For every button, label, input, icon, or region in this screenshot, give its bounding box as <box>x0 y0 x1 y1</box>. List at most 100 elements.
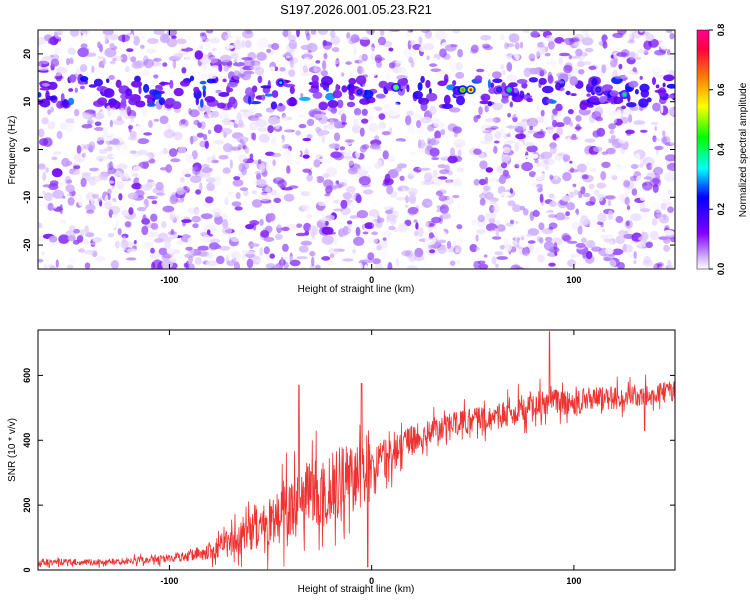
heatmap-cell <box>150 222 159 230</box>
heatmap-cell <box>340 113 347 124</box>
heatmap-cell <box>158 86 163 91</box>
heatmap-cell <box>253 238 261 244</box>
heatmap-cell <box>536 104 541 111</box>
heatmap-cell <box>38 163 46 170</box>
heatmap-cell <box>635 175 648 183</box>
heatmap-cell <box>484 132 493 143</box>
heatmap-cell <box>67 146 74 150</box>
heatmap-cell <box>102 126 109 136</box>
heatmap-cell <box>206 105 211 115</box>
snr-series-line <box>38 331 675 570</box>
heatmap-cell <box>38 55 42 59</box>
heatmap-cell <box>197 245 210 251</box>
heatmap-cell <box>122 141 128 151</box>
heatmap-cell <box>377 250 385 255</box>
heatmap-cell <box>548 40 555 50</box>
heatmap-cell <box>584 47 594 53</box>
heatmap-cell <box>569 191 574 198</box>
heatmap-cell <box>602 47 611 52</box>
heatmap-cell <box>537 205 549 213</box>
heatmap-cell <box>81 124 93 129</box>
heatmap-cell <box>409 41 415 46</box>
heatmap-cell <box>303 51 313 60</box>
heatmap-cell <box>164 111 173 116</box>
heatmap-cell <box>249 153 254 160</box>
heatmap-cell <box>309 250 316 257</box>
heatmap-cell <box>317 67 322 76</box>
heatmap-cell <box>398 263 408 267</box>
heatmap-cell <box>519 41 524 49</box>
heatmap-cell <box>100 172 109 181</box>
heatmap-cell <box>142 107 148 118</box>
heatmap-cell <box>325 88 329 92</box>
heatmap-cell <box>323 50 328 57</box>
heatmap-cell <box>122 236 127 244</box>
heatmap-cell <box>239 138 244 144</box>
heatmap-cell <box>195 189 202 195</box>
heatmap-cell <box>53 151 62 155</box>
heatmap-cell <box>187 207 198 214</box>
heatmap-cell <box>595 258 606 262</box>
heatmap-cell <box>56 30 68 34</box>
heatmap-cell <box>320 217 325 222</box>
heatmap-cell <box>544 165 550 171</box>
heatmap-cell <box>42 184 52 188</box>
heatmap-cell <box>342 258 354 262</box>
heatmap-cell <box>528 171 537 178</box>
heatmap-cell <box>619 232 624 243</box>
heatmap-cell <box>664 154 675 162</box>
heatmap-cell <box>560 41 566 46</box>
heatmap-cell <box>251 85 258 93</box>
heatmap-cell <box>638 98 649 108</box>
heatmap-cell <box>390 190 398 198</box>
heatmap-cell <box>201 32 207 43</box>
heatmap-cell <box>437 189 447 195</box>
heatmap-cell <box>80 177 87 188</box>
heatmap-cell <box>55 259 59 268</box>
heatmap-cell <box>591 78 598 87</box>
heatmap-cell <box>419 197 424 203</box>
heatmap-cell <box>239 109 249 113</box>
heatmap-cell <box>514 163 520 169</box>
heatmap-cell <box>121 209 130 216</box>
heatmap-cell <box>38 92 42 98</box>
heatmap-cell <box>652 177 660 185</box>
heatmap-cell <box>195 209 200 216</box>
heatmap-cell <box>256 51 267 61</box>
heatmap-cell <box>179 176 185 183</box>
heatmap-cell <box>557 152 566 157</box>
heatmap-cell <box>118 58 130 65</box>
heatmap-cell <box>601 161 611 168</box>
heatmap-cell <box>532 209 540 217</box>
heatmap-cell <box>506 215 511 221</box>
heatmap-cell <box>345 150 352 156</box>
heatmap-cell <box>550 56 555 66</box>
heatmap-cell <box>407 206 419 215</box>
heatmap-cell <box>640 239 647 247</box>
spectrogram-x-axis-label: Height of straight line (km) <box>298 284 415 295</box>
heatmap-cell <box>38 193 42 197</box>
heatmap-cell <box>54 75 64 80</box>
heatmap-cell <box>414 247 424 258</box>
heatmap-cell <box>193 86 200 94</box>
heatmap-cell <box>41 117 49 125</box>
heatmap-cell <box>433 194 439 199</box>
heatmap-cell <box>430 137 436 146</box>
heatmap-cell <box>53 34 59 44</box>
snr-y-ticks: 0 200 400 600 <box>22 368 675 573</box>
heatmap-cell <box>204 38 211 48</box>
heatmap-cell <box>135 100 146 108</box>
heatmap-cell <box>654 49 666 56</box>
heatmap-cell <box>204 140 209 149</box>
heatmap-cell <box>607 210 614 221</box>
heatmap-cell <box>220 54 232 63</box>
heatmap-cell <box>85 249 95 255</box>
heatmap-cell <box>506 74 518 82</box>
heatmap-cell <box>471 218 477 225</box>
heatmap-cell <box>311 80 319 87</box>
heatmap-cell <box>238 266 250 269</box>
heatmap-cell <box>255 259 267 263</box>
heatmap-cell <box>265 151 275 156</box>
heatmap-cell <box>502 169 509 177</box>
heatmap-cell <box>222 219 229 229</box>
